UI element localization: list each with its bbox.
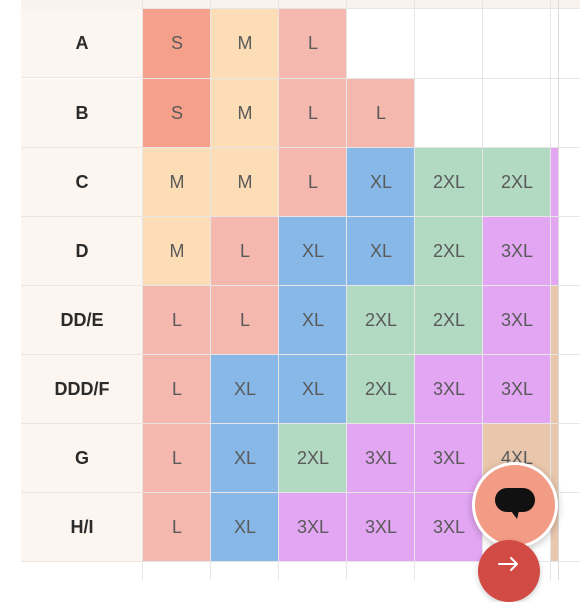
size-cell: XL xyxy=(347,148,415,217)
size-cell xyxy=(415,79,483,148)
arrow-right-icon xyxy=(497,540,521,577)
grid-line xyxy=(143,492,580,493)
row-header: B xyxy=(21,79,143,148)
size-cell: L xyxy=(143,424,211,493)
size-cell: 3XL xyxy=(347,493,415,562)
size-cell: S xyxy=(143,9,211,78)
size-cell: 2XL xyxy=(483,148,551,217)
size-cell: XL xyxy=(279,355,347,424)
row-header: A xyxy=(21,9,143,78)
size-cell: XL xyxy=(279,286,347,355)
size-cell: L xyxy=(279,148,347,217)
size-cell: 2XL xyxy=(279,424,347,493)
row-header: D xyxy=(21,217,143,286)
size-cell xyxy=(551,286,559,355)
chat-bubble-icon xyxy=(493,486,537,525)
size-cell: S xyxy=(143,79,211,148)
grid-line xyxy=(278,0,279,580)
grid-line xyxy=(143,8,580,9)
size-cell: XL xyxy=(347,217,415,286)
size-cell: 3XL xyxy=(483,286,551,355)
grid-line xyxy=(143,561,580,562)
grid-line xyxy=(210,0,211,580)
grid-line xyxy=(143,147,580,148)
size-cell: 2XL xyxy=(415,148,483,217)
size-cell xyxy=(551,424,559,493)
size-cell: M xyxy=(143,217,211,286)
grid-line xyxy=(143,423,580,424)
size-cell xyxy=(551,493,559,562)
size-cell: L xyxy=(143,286,211,355)
size-cell: XL xyxy=(279,217,347,286)
size-cell xyxy=(347,9,415,78)
grid-line xyxy=(414,0,415,580)
size-cell: L xyxy=(211,286,279,355)
size-cell xyxy=(551,355,559,424)
size-cell: 3XL xyxy=(347,424,415,493)
size-cell: 3XL xyxy=(415,493,483,562)
size-cell: L xyxy=(211,217,279,286)
row-header: C xyxy=(21,148,143,217)
grid-line xyxy=(143,216,580,217)
row-header: G xyxy=(21,424,143,493)
grid-line xyxy=(143,354,580,355)
size-cell: M xyxy=(211,9,279,78)
size-cell xyxy=(415,9,483,78)
size-cell: 3XL xyxy=(415,355,483,424)
size-cell: L xyxy=(279,79,347,148)
size-cell: 3XL xyxy=(483,355,551,424)
chart-header-strip xyxy=(21,0,580,9)
size-cell: M xyxy=(211,79,279,148)
size-cell xyxy=(483,9,551,78)
row-header: DD/E xyxy=(21,286,143,355)
size-cell: L xyxy=(279,9,347,78)
chat-button[interactable] xyxy=(472,462,558,548)
grid-line xyxy=(550,0,551,580)
size-cell xyxy=(551,217,559,286)
size-cell: M xyxy=(211,148,279,217)
size-cell: 2XL xyxy=(347,355,415,424)
grid-line xyxy=(482,0,483,580)
size-cell: XL xyxy=(211,493,279,562)
size-cell: 2XL xyxy=(415,217,483,286)
grid-line xyxy=(558,0,559,580)
row-header: DDD/F xyxy=(21,355,143,424)
row-header: H/I xyxy=(21,493,143,562)
grid-line xyxy=(143,285,580,286)
grid-line xyxy=(142,0,143,580)
size-cell: 3XL xyxy=(279,493,347,562)
size-cell: XL xyxy=(211,424,279,493)
size-cell xyxy=(551,79,559,148)
size-cell: L xyxy=(143,355,211,424)
size-cell xyxy=(551,148,559,217)
size-chart: A S M L B S M L L C M M L XL 2XL 2XL D M L XL XL 2XL 3XL DD/E L L… xyxy=(21,0,580,580)
grid-line xyxy=(143,78,580,79)
size-cell: M xyxy=(143,148,211,217)
size-cell xyxy=(483,79,551,148)
size-cell: 3XL xyxy=(415,424,483,493)
size-cell: 2XL xyxy=(347,286,415,355)
grid-line xyxy=(346,0,347,580)
next-button[interactable] xyxy=(478,540,540,602)
size-cell xyxy=(551,9,559,78)
size-cell: 2XL xyxy=(415,286,483,355)
size-cell: 3XL xyxy=(483,217,551,286)
size-cell: L xyxy=(347,79,415,148)
size-cell: XL xyxy=(211,355,279,424)
size-cell: L xyxy=(143,493,211,562)
